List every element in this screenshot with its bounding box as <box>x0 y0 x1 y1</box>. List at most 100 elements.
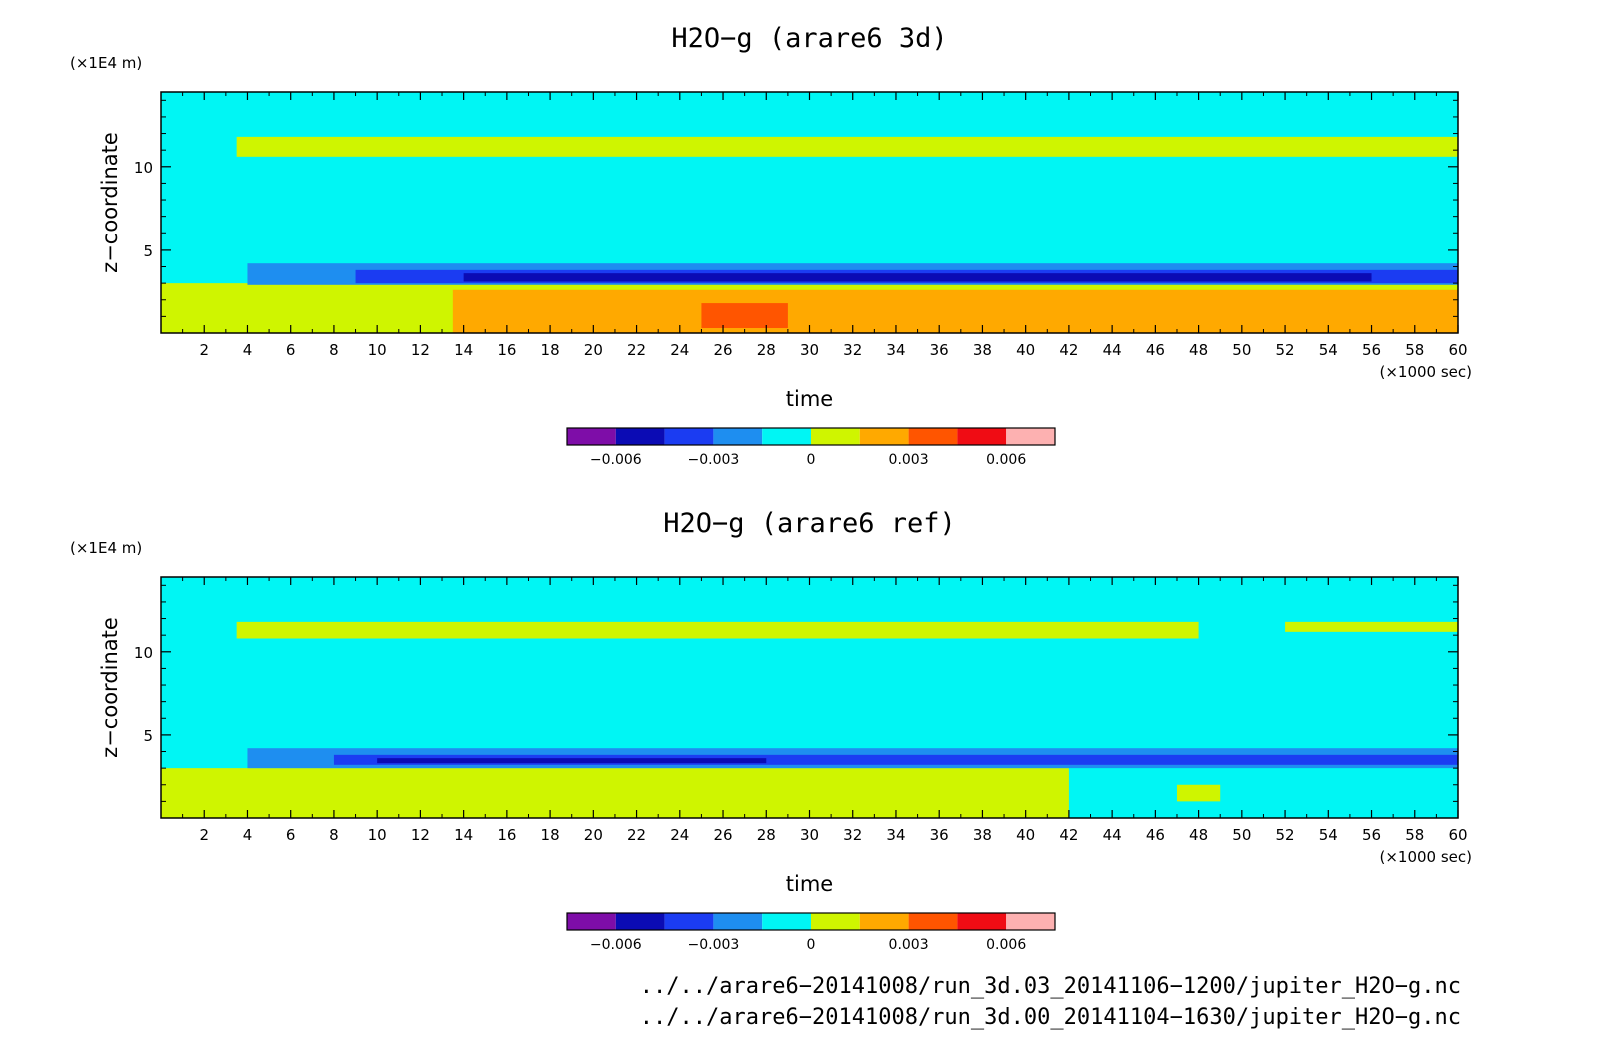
colorbar-swatch <box>859 913 909 930</box>
colorbar-swatch <box>567 428 616 445</box>
heatmap-band <box>377 758 767 764</box>
panel-ref: H2O−g (arare6 ref)(×1E4 m)2 4 6 8 10 12 14 16 18… <box>70 508 1472 953</box>
colorbar-swatch <box>762 913 811 930</box>
x-tick-label: 2 <box>199 826 209 844</box>
colorbar-tick-label: 0.003 <box>889 452 929 468</box>
y-axis-label: z−coordinate <box>98 617 122 758</box>
x-tick-label: 42 <box>1059 826 1078 844</box>
heatmap-band <box>452 289 1458 333</box>
footer-path-2: ../../arare6−20141008/run_3d.00_20141104… <box>640 1005 1461 1030</box>
x-tick-label: 10 <box>368 826 387 844</box>
x-tick-label: 38 <box>973 341 992 359</box>
x-tick-label: 22 <box>627 341 646 359</box>
x-tick-label: 46 <box>1146 341 1165 359</box>
colorbar-swatch <box>615 913 665 930</box>
x-tick-label: 26 <box>713 826 732 844</box>
x-tick-label: 52 <box>1276 826 1295 844</box>
x-tick-label: 18 <box>541 341 560 359</box>
x-tick-label: 22 <box>627 826 646 844</box>
x-axis-ticks: 2 4 6 8 10 12 14 16 18 20 22 24 26 28 30 32 34 36 38 40 42 44… <box>182 577 1468 844</box>
colorbar-swatch <box>664 913 714 930</box>
x-tick-label: 38 <box>973 826 992 844</box>
x-tick-label: 6 <box>286 826 296 844</box>
x-tick-label: 58 <box>1405 826 1424 844</box>
heatmap-band <box>333 754 1458 765</box>
x-tick-label: 60 <box>1448 826 1467 844</box>
x-tick-label: 36 <box>930 341 949 359</box>
y-axis-unit: (×1E4 m) <box>70 54 142 72</box>
x-axis-label: time <box>786 387 833 411</box>
colorbar-tick-label: −0.003 <box>687 937 739 953</box>
y-tick-label: 5 <box>143 727 153 745</box>
x-tick-label: 54 <box>1319 341 1338 359</box>
x-tick-label: 42 <box>1059 341 1078 359</box>
x-tick-label: 4 <box>243 826 253 844</box>
x-tick-label: 6 <box>286 341 296 359</box>
x-tick-label: 16 <box>497 341 516 359</box>
x-tick-label: 10 <box>368 341 387 359</box>
x-tick-label: 12 <box>411 826 430 844</box>
heatmap-band <box>1176 784 1221 802</box>
x-tick-label: 12 <box>411 341 430 359</box>
colorbar-tick-label: −0.006 <box>590 452 642 468</box>
heatmap-band <box>1285 621 1458 632</box>
heatmap-field <box>161 577 1458 818</box>
colorbar-swatch <box>567 913 616 930</box>
x-tick-label: 48 <box>1189 341 1208 359</box>
x-tick-label: 44 <box>1103 341 1122 359</box>
colorbar-swatch <box>1006 428 1055 445</box>
y-axis-ticks: 5 10 <box>134 584 1458 802</box>
heatmap-band <box>463 273 1372 282</box>
x-axis-unit: (×1000 sec) <box>1379 848 1472 866</box>
chart-title: H2O−g (arare6 ref) <box>663 508 956 539</box>
colorbar-tick-label: 0 <box>807 452 816 468</box>
heatmap-field <box>161 92 1459 333</box>
x-tick-label: 14 <box>454 826 473 844</box>
colorbar-swatch <box>908 913 958 930</box>
colorbar: −0.006 −0.003 0 0.003 0.006 <box>566 912 1056 953</box>
footer-file-paths: ../../arare6−20141008/run_3d.03_20141106… <box>640 974 1461 1030</box>
x-tick-label: 30 <box>800 826 819 844</box>
x-tick-label: 44 <box>1103 826 1122 844</box>
chart-title: H2O−g (arare6 3d) <box>671 23 947 54</box>
x-tick-label: 48 <box>1189 826 1208 844</box>
x-axis-ticks: 2 4 6 8 10 12 14 16 18 20 22 24 26 28 30 32 34 36 38 40 42 44… <box>182 92 1468 359</box>
colorbar-swatch <box>957 913 1007 930</box>
colorbar-tick-label: 0.006 <box>986 937 1026 953</box>
x-tick-label: 4 <box>243 341 253 359</box>
heatmap-band <box>161 768 1069 818</box>
colorbar-frame <box>566 427 1056 446</box>
heatmap-band <box>236 136 1459 157</box>
colorbar-swatch <box>762 428 811 445</box>
x-axis-unit: (×1000 sec) <box>1379 363 1472 381</box>
x-tick-label: 34 <box>886 826 905 844</box>
x-tick-label: 60 <box>1448 341 1467 359</box>
colorbar-swatch <box>859 428 909 445</box>
x-tick-label: 16 <box>497 826 516 844</box>
colorbar-swatch <box>811 428 860 445</box>
x-tick-label: 28 <box>757 826 776 844</box>
colorbar-swatch <box>713 913 763 930</box>
y-tick-label: 5 <box>143 242 153 260</box>
colorbar-swatch <box>1006 913 1055 930</box>
x-tick-label: 52 <box>1276 341 1295 359</box>
colorbar-swatch <box>615 428 665 445</box>
x-tick-label: 56 <box>1362 341 1381 359</box>
colorbar-tick-label: 0 <box>807 937 816 953</box>
colorbar-swatch <box>713 428 763 445</box>
x-tick-label: 2 <box>199 341 209 359</box>
y-axis-label: z−coordinate <box>98 132 122 273</box>
x-tick-label: 50 <box>1232 341 1251 359</box>
x-tick-label: 54 <box>1319 826 1338 844</box>
colorbar-tick-label: −0.006 <box>590 937 642 953</box>
x-tick-label: 24 <box>670 826 689 844</box>
x-tick-label: 34 <box>886 341 905 359</box>
heatmap-band <box>236 621 1199 639</box>
colorbar-tick-label: −0.003 <box>687 452 739 468</box>
x-tick-label: 46 <box>1146 826 1165 844</box>
colorbar-tick-label: 0.003 <box>889 937 929 953</box>
x-tick-label: 36 <box>930 826 949 844</box>
x-tick-label: 18 <box>541 826 560 844</box>
colorbar-swatch <box>908 428 958 445</box>
